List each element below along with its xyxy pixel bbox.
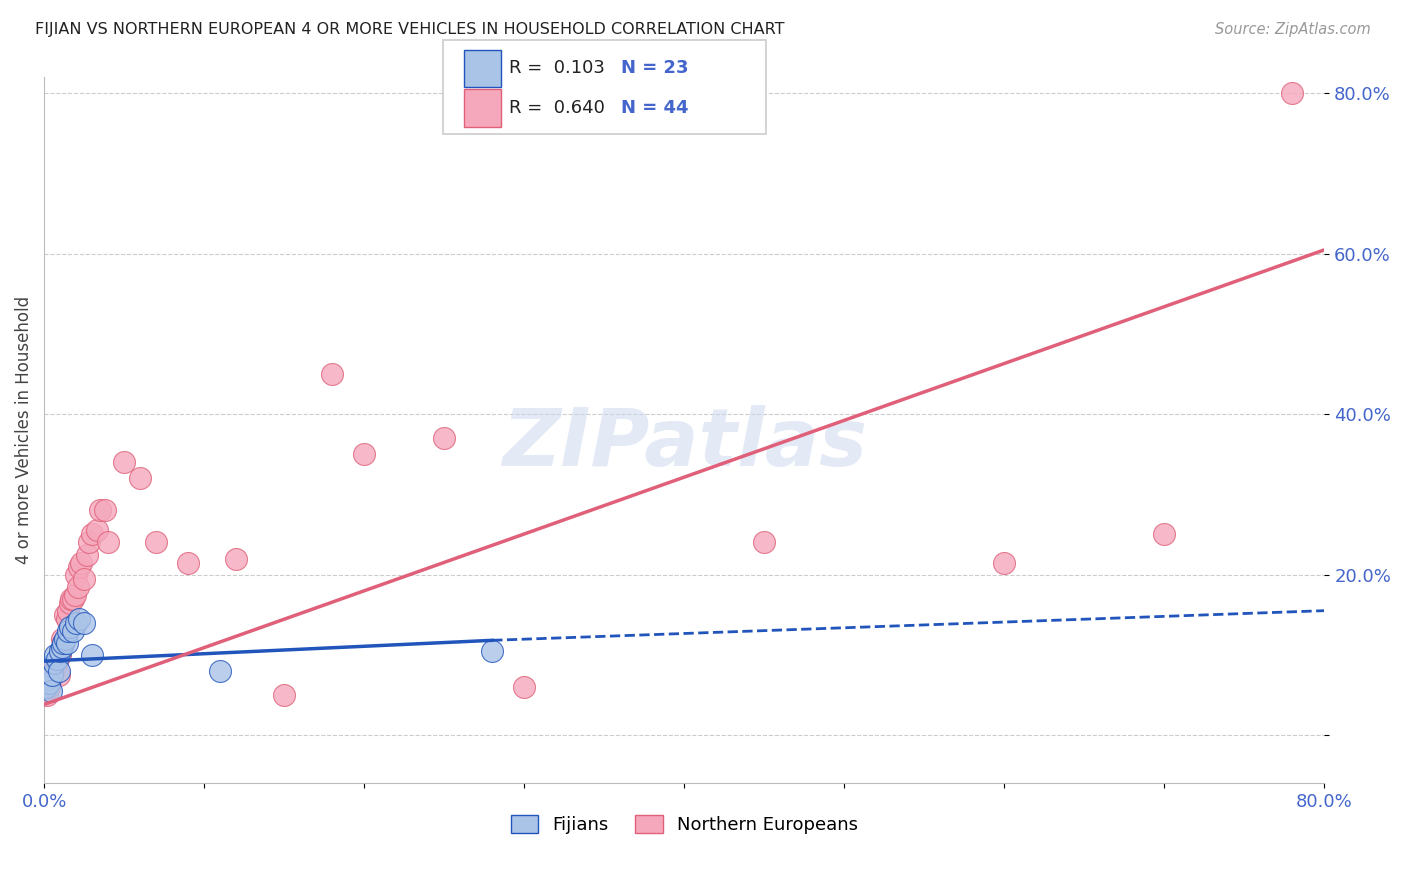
Point (76, 548, 98, 562)
Point (59, 596, 82, 610)
Point (353, 447, 375, 461)
Point (209, 664, 232, 678)
Point (48, 664, 70, 678)
Point (59, 620, 82, 634)
Text: FIJIAN VS NORTHERN EUROPEAN 4 OR MORE VEHICLES IN HOUSEHOLD CORRELATION CHART: FIJIAN VS NORTHERN EUROPEAN 4 OR MORE VE… (35, 22, 785, 37)
Point (82, 648, 104, 662)
Point (1153, 527, 1175, 541)
Point (66, 580, 89, 594)
Point (51, 632, 73, 646)
Point (49, 644, 72, 658)
Point (39, 672, 62, 686)
Text: R =  0.640: R = 0.640 (509, 99, 605, 117)
Point (44, 648, 66, 662)
Point (73, 572, 96, 586)
Point (60, 591, 83, 606)
Point (35, 680, 58, 694)
Point (145, 535, 167, 549)
Text: R =  0.103: R = 0.103 (509, 60, 605, 78)
Y-axis label: 4 or more Vehicles in Household: 4 or more Vehicles in Household (15, 296, 32, 565)
Point (67, 612, 90, 626)
Point (94, 503, 117, 517)
Point (62, 591, 84, 606)
Point (55, 612, 77, 626)
Legend: Fijians, Northern Europeans: Fijians, Northern Europeans (510, 814, 858, 834)
Point (513, 680, 536, 694)
Point (754, 535, 776, 549)
Point (45, 656, 67, 670)
Point (41, 668, 63, 682)
Point (177, 556, 200, 570)
Point (56, 624, 79, 638)
Point (53, 607, 76, 622)
Point (37, 688, 59, 702)
Point (481, 644, 503, 658)
Point (52, 636, 75, 650)
Text: N = 44: N = 44 (621, 99, 689, 117)
Text: Source: ZipAtlas.com: Source: ZipAtlas.com (1215, 22, 1371, 37)
Point (39, 683, 62, 698)
Point (77, 535, 100, 549)
Point (53, 632, 76, 646)
Point (82, 527, 104, 541)
Point (56, 604, 79, 618)
Point (63, 588, 86, 602)
Point (48, 668, 70, 682)
Point (55, 636, 77, 650)
Point (321, 367, 343, 381)
Point (112, 455, 135, 469)
Point (86, 524, 108, 538)
Point (97, 535, 120, 549)
Point (49, 648, 72, 662)
Point (225, 551, 247, 566)
Point (70, 556, 93, 570)
Text: N = 23: N = 23 (621, 60, 689, 78)
Point (67, 559, 90, 574)
Point (37, 672, 59, 686)
Point (45, 652, 67, 666)
Point (41, 668, 63, 682)
Point (65, 615, 87, 630)
Point (1281, 87, 1303, 101)
Text: ZIPatlas: ZIPatlas (502, 405, 866, 483)
Point (44, 660, 66, 674)
Point (38, 680, 60, 694)
Point (38, 675, 60, 690)
Point (51, 640, 73, 654)
Point (273, 688, 295, 702)
Point (42, 656, 65, 670)
Point (52, 636, 75, 650)
Point (73, 615, 96, 630)
Point (42, 664, 65, 678)
Point (433, 431, 456, 445)
Point (993, 556, 1015, 570)
Point (62, 624, 84, 638)
Point (129, 471, 152, 485)
Point (65, 567, 87, 582)
Point (89, 503, 111, 517)
